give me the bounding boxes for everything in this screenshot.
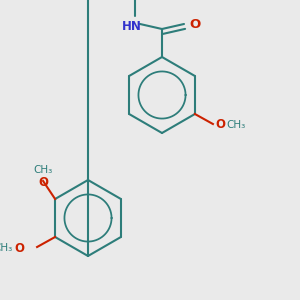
Text: O: O xyxy=(189,17,200,31)
Text: CH₃: CH₃ xyxy=(0,243,13,253)
Text: O: O xyxy=(38,176,48,189)
Text: CH₃: CH₃ xyxy=(226,120,245,130)
Text: HN: HN xyxy=(122,20,142,32)
Text: O: O xyxy=(14,242,24,254)
Text: CH₃: CH₃ xyxy=(34,165,53,175)
Text: O: O xyxy=(215,118,225,131)
